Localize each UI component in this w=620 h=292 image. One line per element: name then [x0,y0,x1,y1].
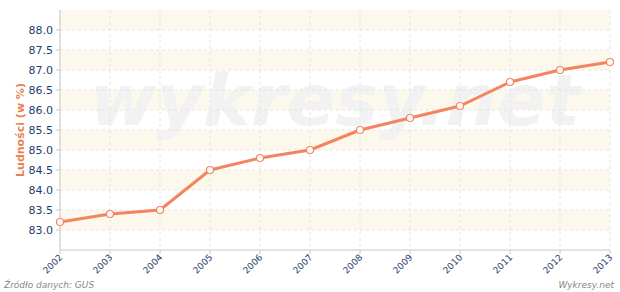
grid-line [310,10,311,250]
grid-line [510,10,511,250]
grid-line [60,130,610,131]
tick [56,210,60,211]
band [60,210,610,230]
x-tick-label: 2002 [41,252,64,275]
tick [56,70,60,71]
tick [56,230,60,231]
watermark: wykresy.net [90,58,583,142]
y-tick-label: 86.5 [29,84,54,97]
tick [60,250,61,254]
marker [107,211,114,218]
band [60,170,610,190]
y-tick-label: 84.5 [29,164,54,177]
tick [410,250,411,254]
tick [610,250,611,254]
grid-line [60,90,610,91]
tick [56,190,60,191]
marker [407,115,414,122]
tick [460,250,461,254]
x-tick-label: 2012 [541,252,564,275]
y-tick-label: 84.0 [29,184,54,197]
marker [357,127,364,134]
x-tick-label: 2008 [341,252,364,275]
tick [56,170,60,171]
x-tick-label: 2006 [241,252,264,275]
x-tick-label: 2003 [91,252,114,275]
grid-line [460,10,461,250]
marker [557,67,564,74]
tick [56,30,60,31]
tick [560,250,561,254]
grid-line [560,10,561,250]
x-tick-label: 2011 [491,252,514,275]
y-axis-label: Ludności (w %) [14,83,27,177]
tick [110,250,111,254]
x-tick-label: 2005 [191,252,214,275]
tick [56,130,60,131]
marker [607,59,614,66]
grid-line [60,150,610,151]
marker [57,219,64,226]
x-tick-label: 2007 [291,252,314,275]
x-tick-label: 2004 [141,252,164,275]
marker [507,79,514,86]
y-tick-label: 85.0 [29,144,54,157]
plot [57,59,614,226]
grid-line [60,230,610,231]
tick [56,50,60,51]
grid-line [410,10,411,250]
y-tick-label: 88.0 [29,24,54,37]
grid-line [60,70,610,71]
grid-line [60,170,610,171]
x-tick-label: 2009 [391,252,414,275]
marker [257,155,264,162]
grid-line [60,190,610,191]
grid-line [60,110,610,111]
grid-line [210,10,211,250]
band [60,10,610,30]
tick [510,250,511,254]
tick [310,250,311,254]
grid-line [260,10,261,250]
x-tick-label: 2010 [441,252,464,275]
tick [160,250,161,254]
x-axis [60,250,610,251]
credit: Wykresy.net [558,280,614,290]
y-tick-label: 87.5 [29,44,54,57]
y-tick-label: 83.0 [29,224,54,237]
y-tick-label: 86.0 [29,104,54,117]
chart: wykresy.net 83.0 83.5 84.0 84.5 85.0 85.5 86.0 8… [0,0,620,292]
line [60,62,610,222]
y-tick-label: 85.5 [29,124,54,137]
tick [56,110,60,111]
marker [157,207,164,214]
x-tick-label: 2013 [591,252,614,275]
tick [360,250,361,254]
y-tick-label: 87.0 [29,64,54,77]
marker [207,167,214,174]
source: Źródło danych: GUS [3,279,94,290]
tick [210,250,211,254]
grid-line [60,50,610,51]
grid-line [610,10,611,250]
tick [260,250,261,254]
tick [56,150,60,151]
grid-line [60,30,610,31]
y-tick-label: 83.5 [29,204,54,217]
marker [307,147,314,154]
tick [56,90,60,91]
marker [457,103,464,110]
